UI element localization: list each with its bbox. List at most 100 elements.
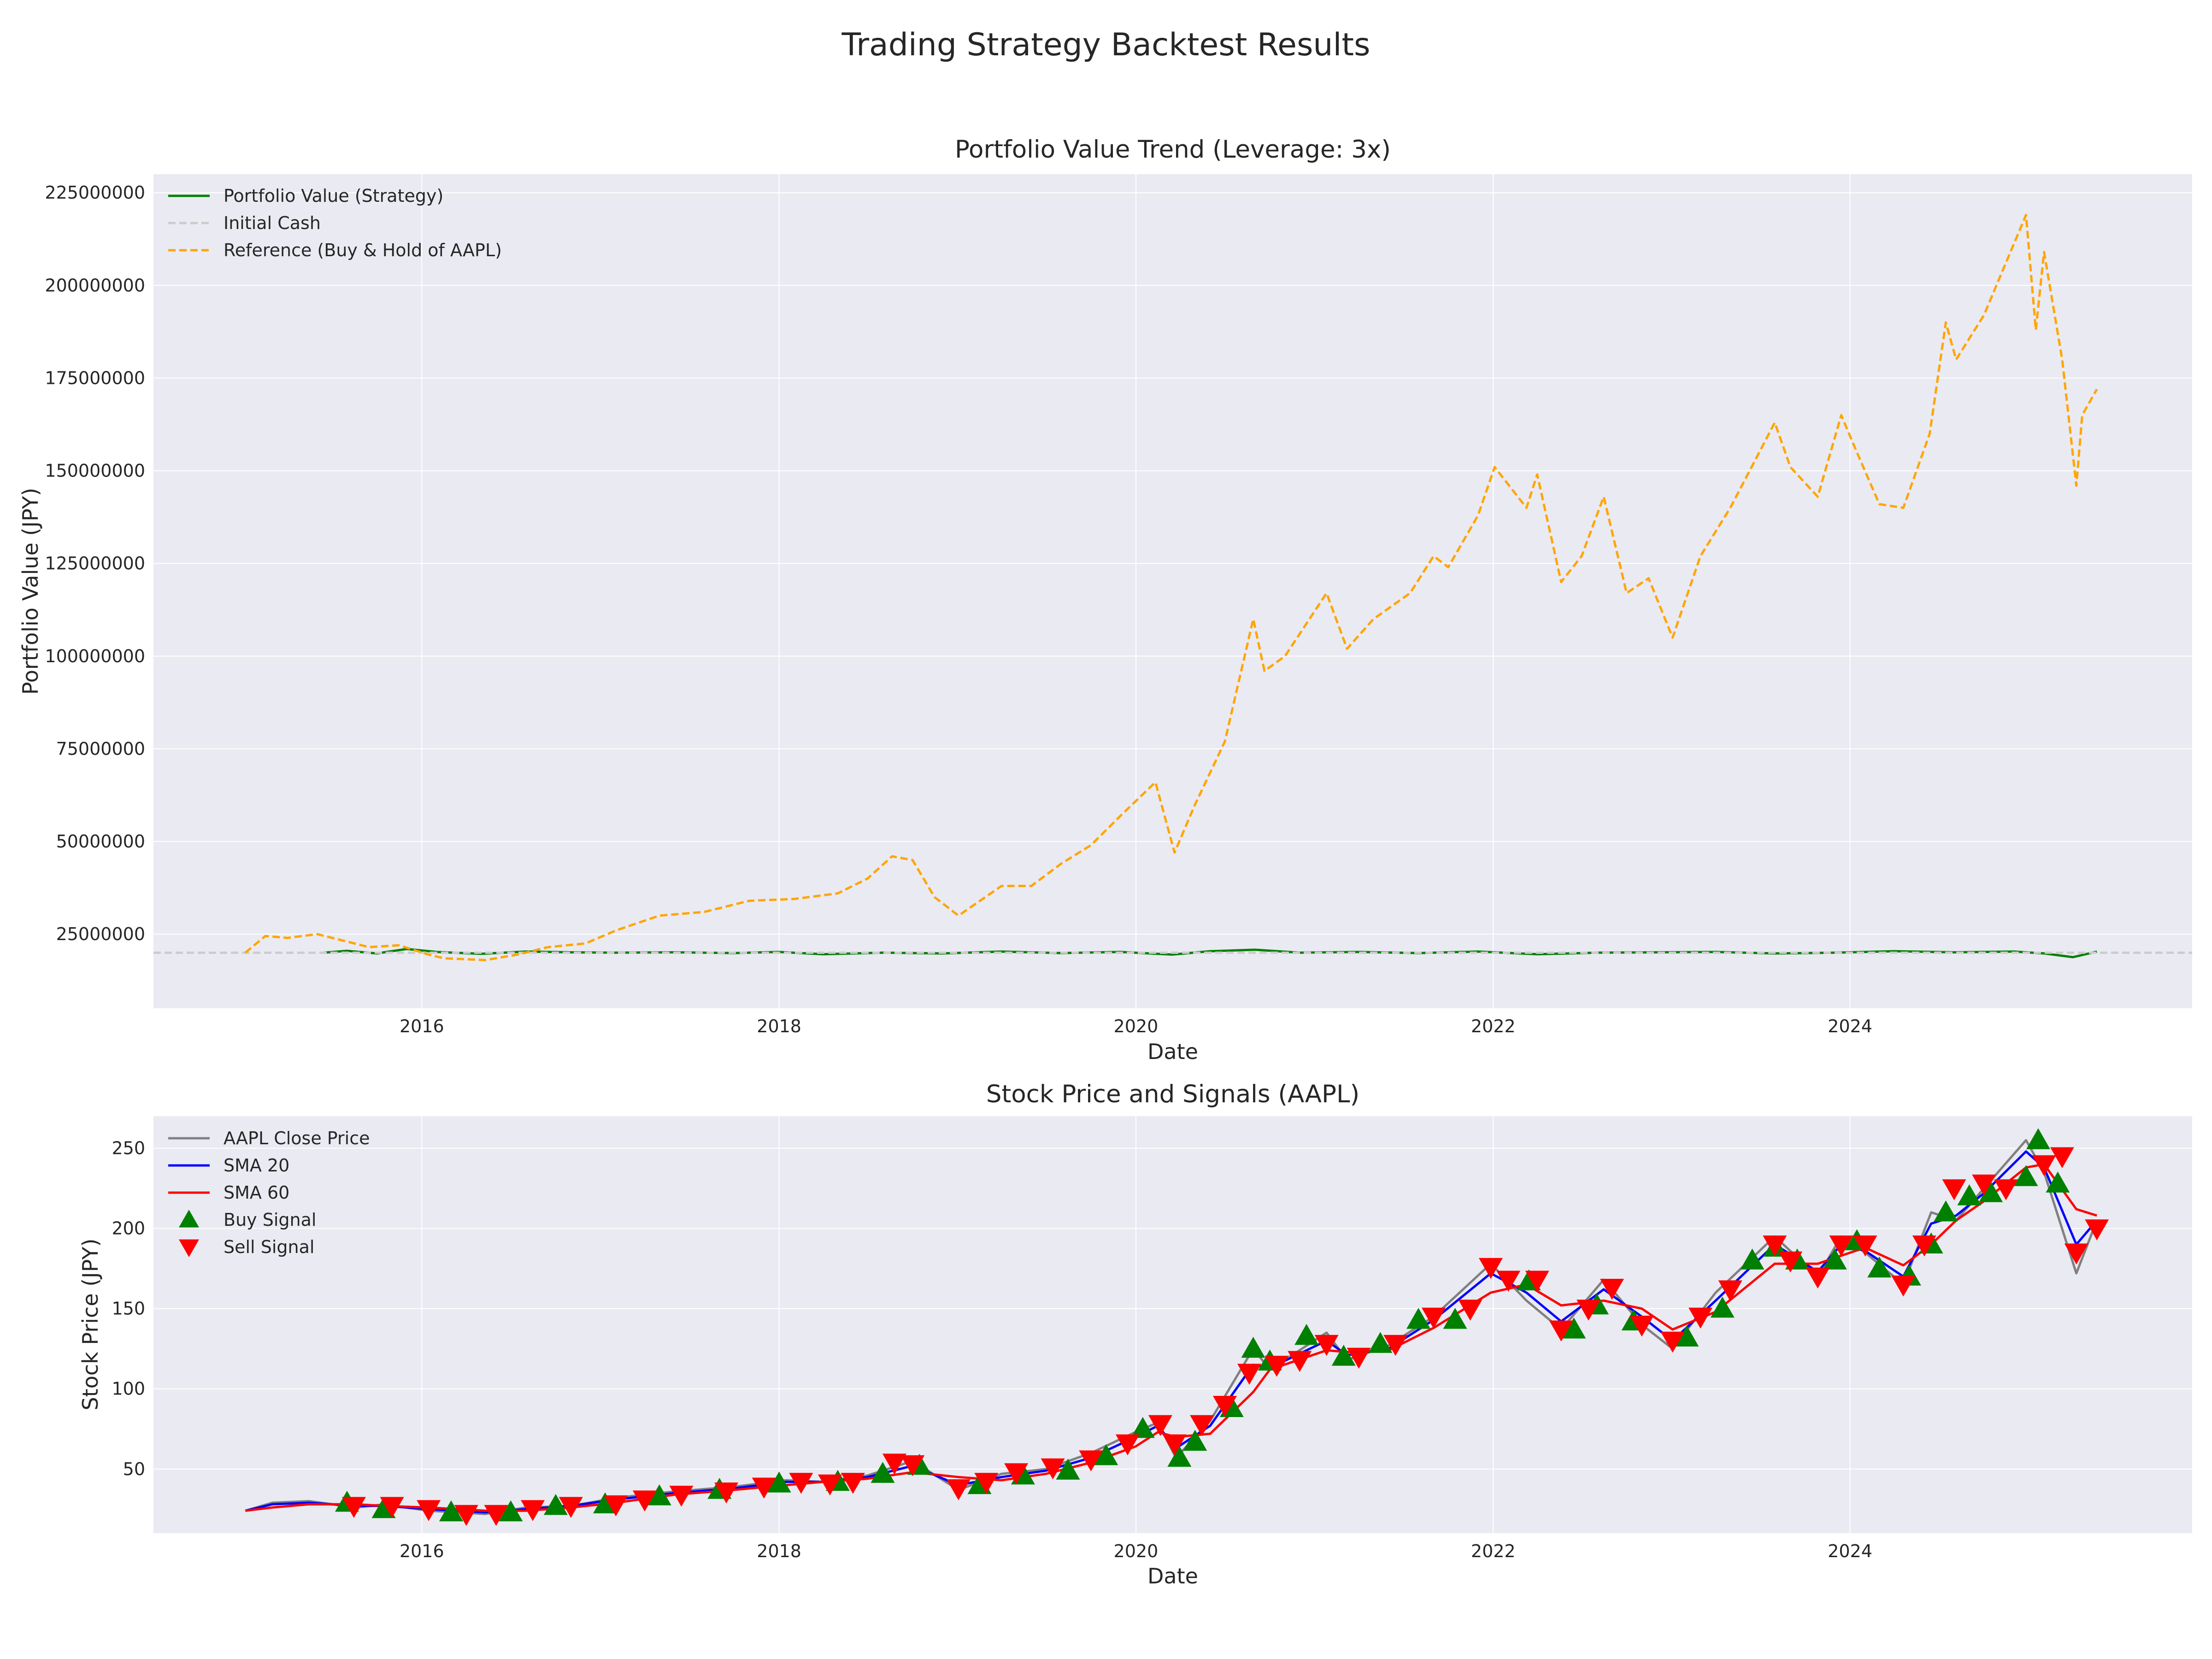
sell-signal-marker <box>1115 1434 1140 1456</box>
y-tick-label: 25000000 <box>56 924 145 944</box>
buy-signal-marker <box>1867 1256 1892 1278</box>
sell-signal-marker <box>604 1495 628 1517</box>
price-x-axis-label: Date <box>1147 1564 1198 1588</box>
sell-signal-marker <box>1829 1235 1853 1257</box>
price-legend: AAPL Close Price SMA 20 SMA 60 Buy Signal Se… <box>168 1128 370 1257</box>
portfolio-series <box>153 214 2192 961</box>
sell-signal-marker <box>2032 1155 2056 1177</box>
sell-signal-marker <box>1525 1271 1549 1292</box>
x-tick-label: 2020 <box>1114 1541 1159 1561</box>
buy-signal-marker <box>2014 1165 2038 1186</box>
x-tick-label: 2016 <box>400 1016 444 1036</box>
buy-signal-marker <box>767 1471 791 1493</box>
buy-signal-marker <box>1368 1332 1393 1353</box>
sell-signal-marker <box>1079 1450 1103 1471</box>
portfolio-grid <box>153 174 2192 1008</box>
sell-signal-marker <box>818 1474 842 1496</box>
sell-signal-marker <box>946 1479 971 1500</box>
x-tick-label: 2018 <box>757 1016 801 1036</box>
sell-signal-marker <box>1994 1179 2018 1200</box>
legend-label: AAPL Close Price <box>224 1128 370 1148</box>
sell-signal-marker <box>841 1473 865 1494</box>
y-tick-label: 100 <box>112 1379 145 1399</box>
x-tick-label: 2016 <box>400 1541 444 1561</box>
y-tick-label: 150 <box>112 1299 145 1319</box>
buy-signal-marker <box>1443 1308 1467 1329</box>
price-tick-labels: 2016 2018 2020 2022 2024 50 100 150 200 250 <box>112 1138 1872 1561</box>
buy-signal-marker <box>593 1492 618 1513</box>
x-tick-label: 2022 <box>1471 1016 1516 1036</box>
sell-signal-marker <box>1421 1307 1446 1329</box>
buy-signal-marker <box>647 1484 671 1506</box>
x-tick-label: 2018 <box>757 1541 801 1561</box>
legend-label: Sell Signal <box>224 1237 314 1257</box>
sell-signal-marker <box>1496 1271 1521 1292</box>
sell-signal-marker <box>1347 1347 1371 1369</box>
sell-signal-marker <box>1972 1174 1996 1196</box>
sell-signal-marker <box>974 1473 999 1494</box>
buy-signal-marker <box>1294 1324 1319 1345</box>
buy-signal-marker <box>499 1500 523 1522</box>
y-tick-label: 200 <box>112 1218 145 1239</box>
price-plot-area <box>153 1116 2192 1533</box>
sell-signal-marker <box>714 1483 739 1504</box>
sell-signal-marker <box>1458 1300 1483 1321</box>
sell-signal-marker <box>2085 1219 2109 1241</box>
sell-signal-marker <box>1912 1235 1936 1257</box>
portfolio-plot-area <box>153 174 2192 1008</box>
sell-signal-marker <box>454 1505 478 1526</box>
sell-signal-marker <box>882 1453 906 1475</box>
y-tick-label: 125000000 <box>45 553 145 574</box>
sell-signal-marker <box>1549 1320 1573 1341</box>
legend-label: Initial Cash <box>224 213 321 233</box>
sell-signal-marker <box>2050 1147 2074 1169</box>
sell-signal-marker <box>752 1477 776 1499</box>
portfolio-x-axis-label: Date <box>1147 1039 1198 1064</box>
sell-signal-marker <box>2064 1243 2088 1265</box>
y-tick-label: 50 <box>123 1459 145 1479</box>
sell-signal-marker <box>1718 1280 1742 1301</box>
sell-signal-marker <box>1577 1300 1601 1321</box>
sell-signal-marker <box>341 1497 366 1518</box>
sell-signal-marker <box>669 1485 694 1507</box>
portfolio-y-axis-label: Portfolio Value (JPY) <box>18 488 43 694</box>
x-tick-label: 2022 <box>1471 1541 1516 1561</box>
sell-signal-marker <box>1288 1351 1312 1372</box>
reference-buy-hold-of-aapl-line <box>244 214 2098 961</box>
sell-signal-marker <box>1148 1415 1172 1436</box>
buy-signal-marker <box>1979 1181 2003 1202</box>
y-tick-label: 200000000 <box>45 275 145 295</box>
portfolio-legend: Portfolio Value (Strategy) Initial Cash Re… <box>168 186 502 260</box>
sell-signal-marker <box>1600 1278 1624 1300</box>
legend-swatch <box>179 1210 199 1228</box>
x-tick-label: 2024 <box>1828 1016 1872 1036</box>
sell-signal-marker <box>1778 1251 1803 1273</box>
sell-signal-marker <box>1162 1434 1187 1456</box>
sell-signal-marker <box>484 1505 508 1526</box>
price-panel-title: Stock Price and Signals (AAPL) <box>986 1080 1359 1108</box>
sell-signal-marker <box>417 1500 441 1521</box>
y-tick-label: 225000000 <box>45 182 145 203</box>
sell-signal-marker <box>1660 1331 1685 1353</box>
price-y-axis-label: Stock Price (JPY) <box>78 1238 103 1410</box>
price-signal-markers <box>335 1128 2109 1526</box>
sell-signal-marker <box>1314 1335 1339 1356</box>
buy-signal-marker <box>1094 1444 1118 1465</box>
legend-label: Buy Signal <box>224 1210 316 1230</box>
buy-signal-marker <box>439 1500 463 1522</box>
legend-label: Reference (Buy & Hold of AAPL) <box>224 240 502 260</box>
sell-signal-marker <box>380 1497 404 1518</box>
portfolio-panel-title: Portfolio Value Trend (Leverage: 3x) <box>955 135 1391 164</box>
legend-label: SMA 20 <box>224 1155 289 1176</box>
sell-signal-marker <box>789 1473 813 1494</box>
sell-signal-marker <box>1763 1235 1787 1257</box>
buy-signal-marker <box>2026 1128 2050 1149</box>
sell-signal-marker <box>1630 1316 1654 1337</box>
sell-signal-marker <box>521 1500 545 1521</box>
sell-signal-marker <box>632 1490 657 1512</box>
price-grid <box>153 1116 2192 1533</box>
sell-signal-marker <box>1853 1235 1877 1257</box>
sell-signal-marker <box>900 1455 925 1477</box>
y-tick-label: 50000000 <box>56 831 145 852</box>
